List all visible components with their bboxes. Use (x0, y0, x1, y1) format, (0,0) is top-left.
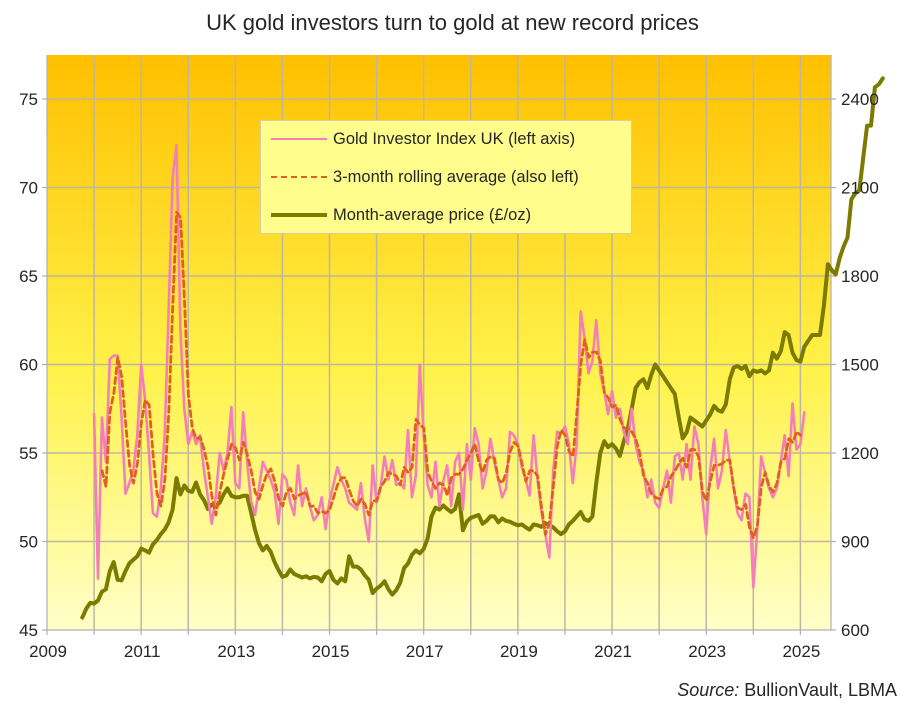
x-tick-label: 2011 (124, 642, 161, 661)
x-tick-label: 2019 (500, 642, 538, 661)
legend-label-price: Month-average price (£/oz) (333, 205, 532, 224)
source-note: Source: BullionVault, LBMA (677, 680, 897, 701)
right-tick-label: 1200 (841, 444, 879, 463)
legend: Gold Investor Index UK (left axis) 3-mon… (260, 120, 632, 234)
left-tick-label: 60 (19, 356, 38, 375)
x-tick-label: 2025 (782, 642, 820, 661)
right-tick-label: 1500 (841, 356, 879, 375)
legend-swatch-price (271, 213, 327, 217)
legend-item-price: Month-average price (£/oz) (271, 203, 531, 227)
right-tick-label: 1800 (841, 267, 879, 286)
legend-label-rolling: 3-month rolling average (also left) (333, 167, 579, 186)
legend-item-index: Gold Investor Index UK (left axis) (271, 127, 575, 151)
right-tick-label: 900 (841, 533, 869, 552)
legend-item-rolling: 3-month rolling average (also left) (271, 165, 579, 189)
x-tick-label: 2009 (29, 642, 67, 661)
left-tick-label: 45 (19, 621, 38, 640)
right-tick-label: 2400 (841, 90, 879, 109)
x-tick-label: 2023 (688, 642, 726, 661)
legend-label-index: Gold Investor Index UK (left axis) (333, 129, 576, 148)
left-tick-label: 50 (19, 533, 38, 552)
legend-swatch-index (271, 138, 327, 140)
left-tick-label: 55 (19, 444, 38, 463)
tick-labels: 45 50 55 60 65 70 75 600 900 1200 1500 1800 2100 2400… (19, 90, 879, 661)
series-lines (80, 76, 885, 620)
chart-title: UK gold investors turn to gold at new re… (206, 10, 699, 35)
legend-swatch-rolling (271, 176, 327, 178)
left-tick-label: 70 (19, 179, 38, 198)
x-tick-label: 2013 (217, 642, 255, 661)
x-tick-label: 2015 (312, 642, 350, 661)
right-tick-label: 2100 (841, 179, 879, 198)
left-tick-label: 75 (19, 90, 38, 109)
left-tick-label: 65 (19, 267, 38, 286)
source-label: Source: (677, 680, 740, 700)
source-text: BullionVault, LBMA (744, 680, 897, 700)
series-rolling-line (100, 210, 802, 540)
x-tick-label: 2021 (594, 642, 632, 661)
axes (42, 55, 836, 635)
right-tick-label: 600 (841, 621, 869, 640)
x-tick-label: 2017 (406, 642, 444, 661)
